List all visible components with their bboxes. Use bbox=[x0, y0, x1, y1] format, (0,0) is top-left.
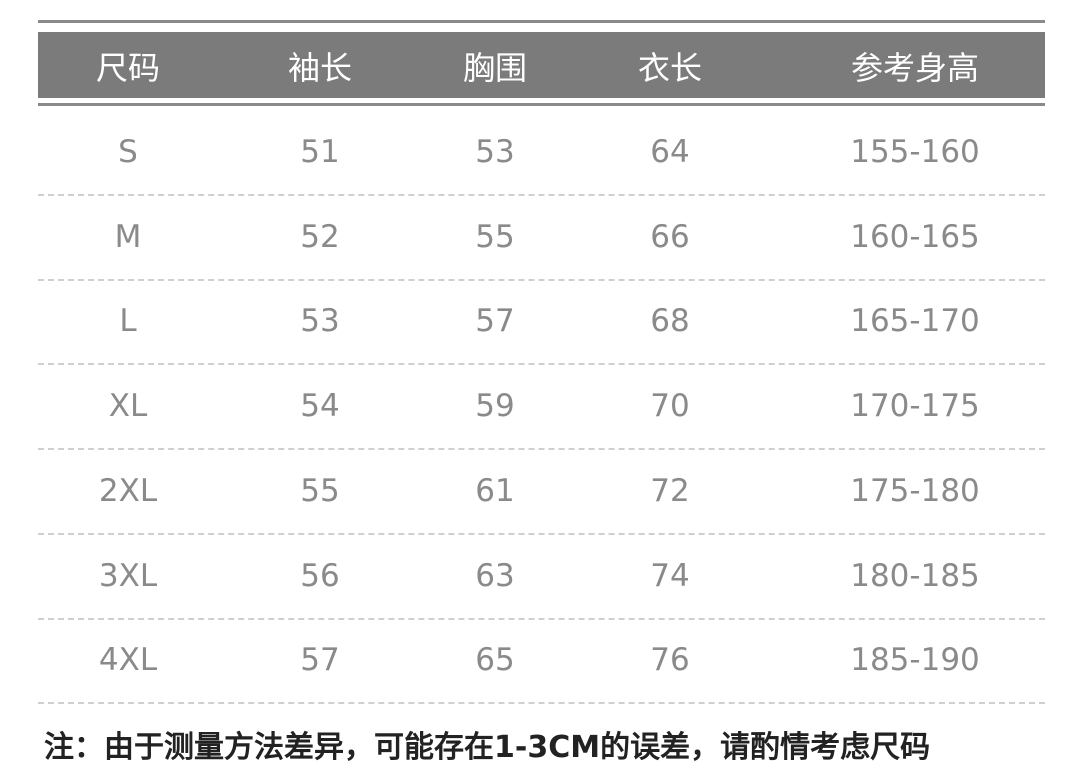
table-cell: 185-190 bbox=[850, 642, 980, 679]
table-cell: 3XL bbox=[98, 557, 158, 594]
table-cell: 55 bbox=[300, 472, 340, 509]
table-cell: 4XL bbox=[98, 642, 158, 679]
header-rule bbox=[38, 103, 1045, 106]
table-cell: 165-170 bbox=[850, 303, 980, 340]
table-cell: 57 bbox=[475, 303, 515, 340]
header-cell: 尺码 bbox=[95, 49, 161, 87]
table-cell: 52 bbox=[300, 218, 340, 255]
table-cell: 61 bbox=[475, 472, 515, 509]
row-divider bbox=[38, 702, 1045, 705]
table-cell: 51 bbox=[300, 134, 340, 170]
table-cell: 63 bbox=[475, 557, 515, 594]
row-divider bbox=[38, 194, 1045, 196]
header-cell: 胸围 bbox=[462, 49, 528, 87]
table-cell: M bbox=[114, 218, 142, 255]
table-cell: S bbox=[118, 134, 138, 170]
header-cell: 参考身高 bbox=[850, 49, 980, 87]
row-divider bbox=[38, 278, 1045, 281]
header-cell: 衣长 bbox=[637, 49, 703, 87]
table-cell: 180-185 bbox=[850, 557, 980, 594]
table-cell: 170-175 bbox=[850, 388, 980, 425]
note: 注：由于测量方法差异，可能存在1-3CM的误差，请酌情考虑尺码 bbox=[44, 730, 931, 765]
table-cell: 160-165 bbox=[850, 218, 980, 255]
table-cell: 76 bbox=[650, 642, 690, 679]
table-cell: L bbox=[119, 303, 137, 340]
table-cell: 155-160 bbox=[850, 134, 980, 170]
table-cell: 57 bbox=[300, 642, 340, 679]
table-cell: 74 bbox=[650, 557, 690, 594]
table-cell: 175-180 bbox=[850, 472, 980, 509]
table-cell: 66 bbox=[650, 218, 690, 255]
table-cell: 65 bbox=[475, 642, 515, 679]
table-cell: 53 bbox=[300, 303, 340, 340]
row-divider bbox=[38, 363, 1045, 366]
table-cell: 72 bbox=[650, 472, 690, 509]
top-rule bbox=[38, 20, 1045, 23]
table-cell: 2XL bbox=[98, 472, 158, 509]
header-cell: 袖长 bbox=[287, 49, 353, 87]
header-band bbox=[38, 32, 1045, 98]
row-divider bbox=[38, 617, 1045, 620]
table-cell: XL bbox=[108, 388, 148, 425]
table-cell: 56 bbox=[300, 557, 340, 594]
table-cell: 53 bbox=[475, 134, 515, 170]
table-cell: 64 bbox=[650, 134, 690, 170]
table-cell: 59 bbox=[475, 388, 515, 425]
row-divider bbox=[38, 448, 1045, 451]
table-cell: 70 bbox=[650, 388, 690, 425]
table-cell: 54 bbox=[300, 388, 340, 425]
table-cell: 55 bbox=[475, 218, 515, 255]
row-divider bbox=[38, 532, 1045, 535]
table-cell: 68 bbox=[650, 303, 690, 340]
